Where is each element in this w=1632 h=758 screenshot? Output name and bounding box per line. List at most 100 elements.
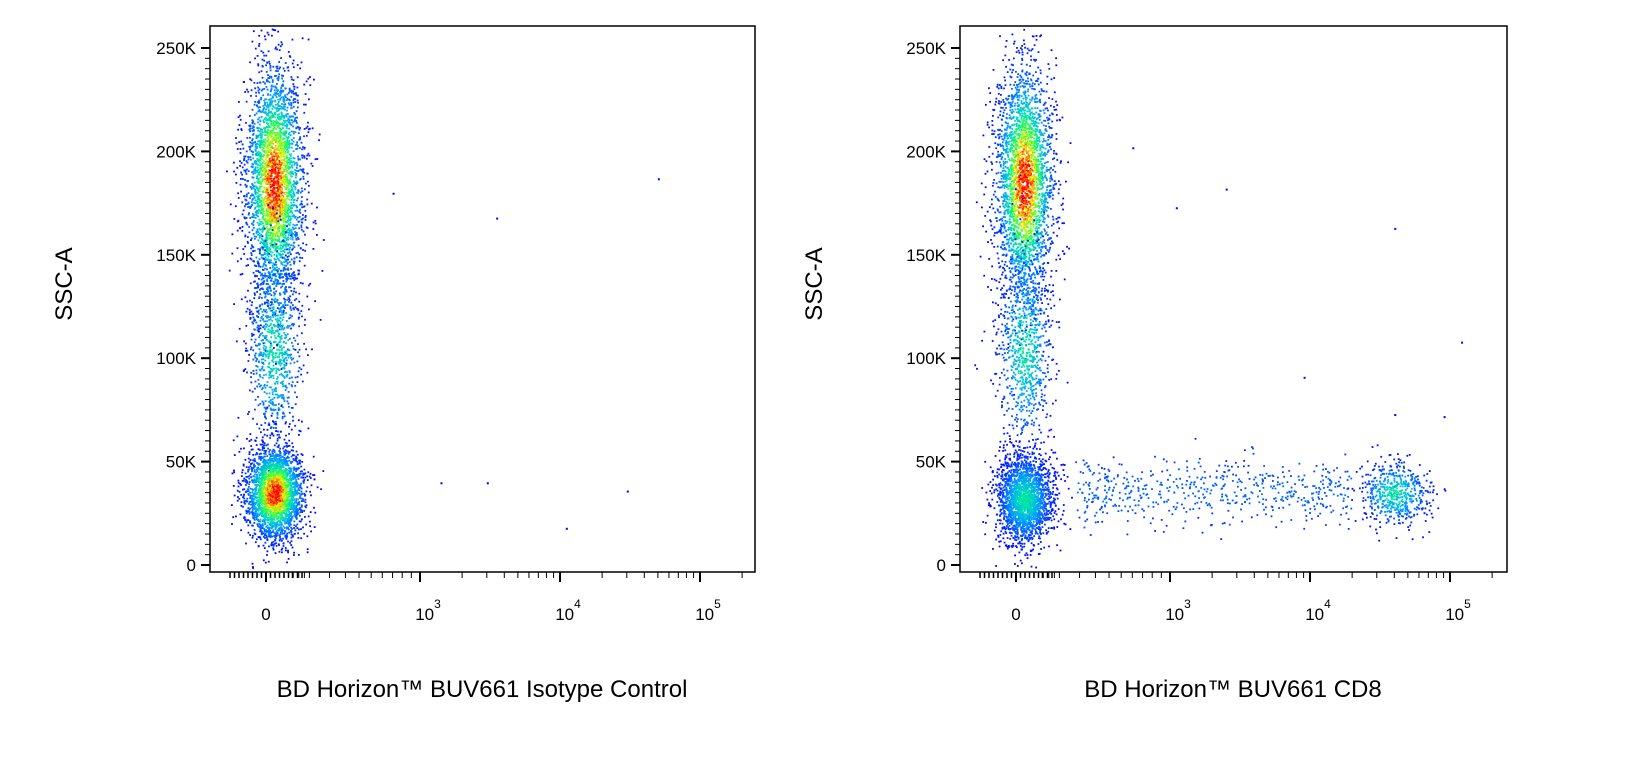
data-point xyxy=(288,103,291,106)
data-point xyxy=(241,213,244,216)
data-point xyxy=(303,324,306,326)
data-point xyxy=(277,93,280,95)
data-point xyxy=(285,237,288,240)
data-point xyxy=(282,475,285,477)
data-point xyxy=(302,168,305,171)
data-point xyxy=(276,380,279,383)
data-point xyxy=(248,146,251,148)
data-point xyxy=(288,325,291,327)
data-point xyxy=(322,470,325,472)
data-point xyxy=(252,373,255,375)
data-point xyxy=(240,501,243,504)
data-point xyxy=(297,189,300,192)
data-point xyxy=(279,491,281,494)
data-point xyxy=(271,189,274,192)
data-point xyxy=(288,317,291,320)
data-point xyxy=(278,73,281,76)
data-point xyxy=(282,164,285,167)
data-point xyxy=(254,207,256,210)
data-point xyxy=(275,352,278,355)
data-point xyxy=(278,134,281,137)
data-point xyxy=(271,401,274,403)
data-point xyxy=(297,484,300,486)
data-point xyxy=(292,215,294,218)
data-point xyxy=(301,190,304,192)
data-point xyxy=(279,208,282,211)
data-point xyxy=(294,513,296,516)
data-point xyxy=(262,178,265,181)
data-point xyxy=(286,252,289,255)
data-point xyxy=(254,193,257,196)
data-point xyxy=(278,189,281,191)
data-point xyxy=(267,305,269,308)
data-point xyxy=(284,105,286,108)
data-point xyxy=(279,127,282,130)
data-point xyxy=(273,197,276,200)
data-point xyxy=(280,381,283,384)
data-point xyxy=(260,50,263,53)
data-point xyxy=(273,212,275,215)
data-point xyxy=(282,144,285,146)
data-point xyxy=(304,233,306,236)
data-point xyxy=(251,199,254,201)
data-point xyxy=(281,257,284,259)
data-point xyxy=(288,127,290,130)
data-point xyxy=(286,180,289,183)
data-point xyxy=(252,30,255,33)
data-point xyxy=(287,236,289,239)
data-point xyxy=(260,424,263,426)
data-point xyxy=(279,250,282,253)
data-point xyxy=(273,397,276,399)
data-point xyxy=(280,178,283,181)
data-point xyxy=(256,523,259,526)
data-point xyxy=(281,367,284,369)
data-point xyxy=(286,219,289,222)
data-point xyxy=(289,246,291,249)
data-point xyxy=(257,63,260,65)
data-point xyxy=(263,166,266,169)
data-point xyxy=(268,331,271,334)
data-point xyxy=(288,425,290,428)
data-point xyxy=(281,181,283,184)
data-point xyxy=(285,286,287,288)
data-point xyxy=(291,121,294,124)
data-point xyxy=(257,210,259,212)
data-point xyxy=(236,166,239,169)
data-point xyxy=(281,140,283,143)
data-point xyxy=(270,134,273,137)
data-point xyxy=(248,313,251,316)
data-point xyxy=(291,341,293,344)
data-point xyxy=(275,212,278,215)
data-point xyxy=(259,343,261,346)
data-point xyxy=(284,119,287,122)
data-point xyxy=(264,82,266,85)
data-point xyxy=(275,309,278,312)
data-point xyxy=(276,195,279,198)
data-point xyxy=(289,224,291,227)
data-point xyxy=(265,199,268,202)
data-point xyxy=(254,185,256,188)
data-point xyxy=(258,43,261,45)
data-point xyxy=(249,141,252,144)
data-point xyxy=(276,396,279,399)
data-point xyxy=(283,359,286,362)
data-point xyxy=(269,69,272,72)
data-point xyxy=(255,137,258,139)
data-point xyxy=(290,196,293,198)
data-point xyxy=(239,273,242,276)
data-point xyxy=(257,177,260,180)
data-point xyxy=(244,234,247,237)
data-point xyxy=(268,353,271,356)
data-point xyxy=(261,229,264,232)
data-point xyxy=(264,243,267,246)
data-point xyxy=(283,101,286,104)
data-point xyxy=(226,170,228,173)
data-point xyxy=(275,147,278,150)
data-point xyxy=(263,258,265,260)
data-point xyxy=(266,239,269,241)
data-point xyxy=(273,230,275,232)
data-point xyxy=(276,439,279,442)
data-point xyxy=(257,324,259,327)
data-point xyxy=(268,392,271,395)
data-point xyxy=(297,221,300,223)
